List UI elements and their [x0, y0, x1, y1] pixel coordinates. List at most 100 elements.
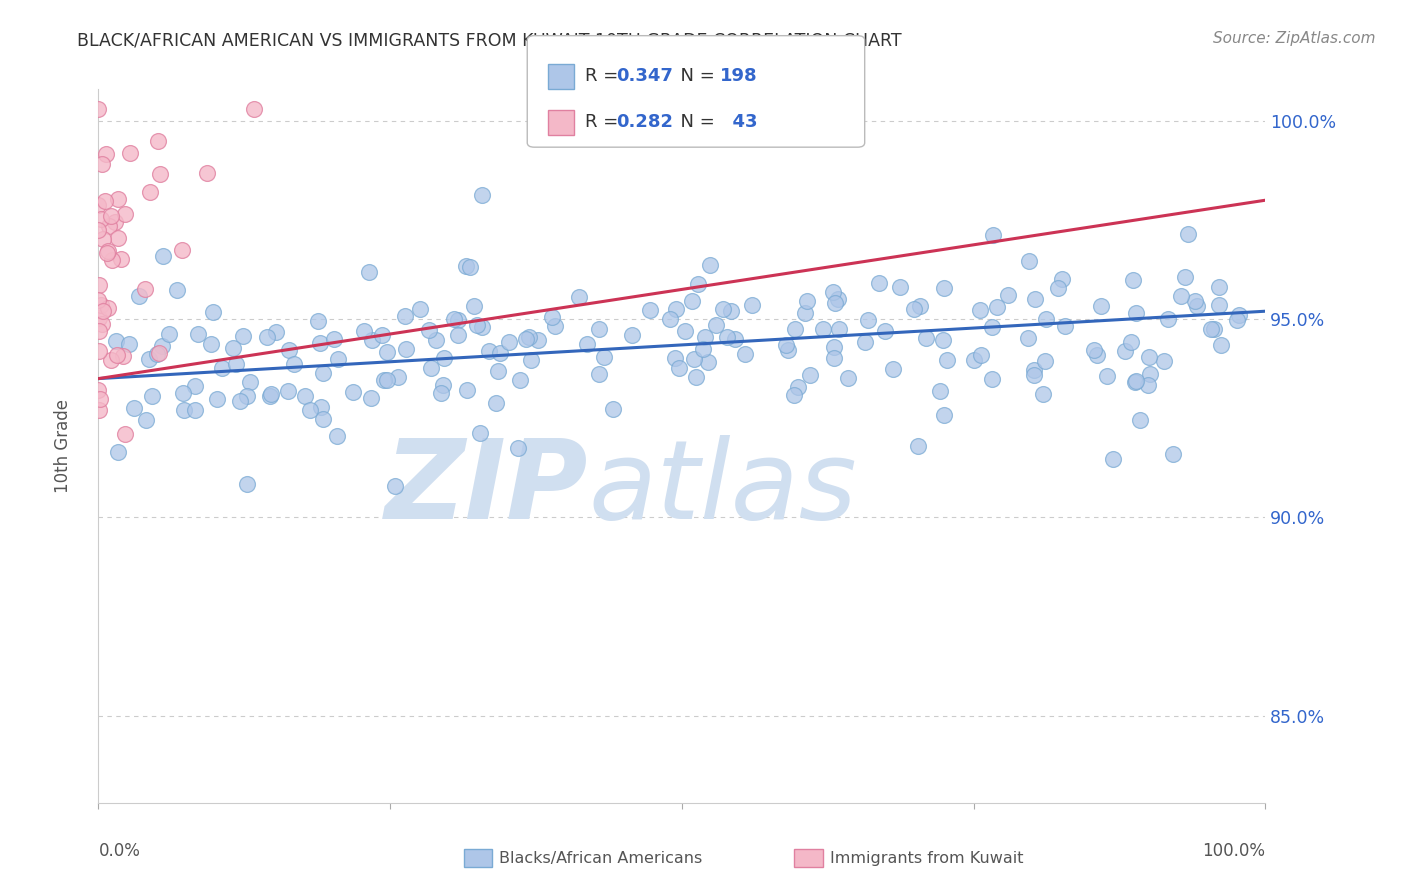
Point: [87, 293, 110, 308]
Point: [907, 439, 929, 453]
Point: [443, 312, 465, 326]
Point: [620, 327, 643, 342]
Point: [91, 157, 114, 171]
Point: [1137, 378, 1160, 392]
Point: [394, 310, 416, 324]
Point: [100, 352, 122, 367]
Point: [152, 249, 174, 263]
Point: [1227, 309, 1250, 323]
Point: [312, 366, 335, 380]
Point: [1022, 368, 1045, 383]
Point: [141, 389, 163, 403]
Point: [360, 333, 382, 347]
Point: [799, 368, 821, 382]
Point: [211, 360, 233, 375]
Point: [1095, 368, 1118, 383]
Point: [793, 306, 815, 320]
Point: [87, 311, 110, 326]
Point: [1163, 447, 1185, 461]
Point: [166, 284, 188, 298]
Point: [283, 357, 305, 371]
Point: [260, 387, 283, 401]
Point: [704, 318, 727, 333]
Point: [1024, 292, 1046, 306]
Point: [1102, 452, 1125, 467]
Point: [1211, 338, 1233, 352]
Point: [711, 301, 734, 316]
Point: [509, 374, 531, 388]
Point: [638, 303, 661, 318]
Point: [664, 351, 686, 365]
Text: BLACK/AFRICAN AMERICAN VS IMMIGRANTS FROM KUWAIT 10TH GRADE CORRELATION CHART: BLACK/AFRICAN AMERICAN VS IMMIGRANTS FRO…: [77, 31, 903, 49]
Point: [720, 303, 742, 318]
Point: [387, 369, 409, 384]
Point: [506, 441, 529, 455]
Point: [454, 259, 477, 273]
Point: [101, 252, 124, 267]
Point: [658, 312, 681, 326]
Point: [593, 351, 616, 365]
Point: [873, 324, 896, 338]
Point: [903, 302, 925, 317]
Point: [157, 326, 180, 341]
Point: [118, 337, 141, 351]
Point: [1083, 343, 1105, 357]
Point: [527, 333, 550, 347]
Point: [87, 343, 110, 358]
Point: [1050, 272, 1073, 286]
Point: [312, 411, 335, 425]
Point: [1153, 353, 1175, 368]
Text: 198: 198: [720, 67, 758, 85]
Point: [934, 408, 956, 422]
Point: [150, 339, 173, 353]
Point: [93, 232, 115, 246]
Point: [97, 301, 120, 315]
Point: [489, 345, 512, 359]
Point: [447, 327, 470, 342]
Point: [98, 219, 121, 233]
Point: [104, 215, 127, 229]
Point: [107, 231, 129, 245]
Point: [353, 324, 375, 338]
Point: [543, 319, 565, 334]
Point: [373, 373, 395, 387]
Point: [468, 425, 491, 440]
Point: [430, 385, 453, 400]
Point: [173, 403, 195, 417]
Point: [980, 372, 1002, 386]
Point: [87, 384, 110, 398]
Point: [105, 334, 128, 349]
Point: [775, 337, 797, 351]
Point: [200, 337, 222, 351]
Point: [576, 336, 599, 351]
Point: [148, 346, 170, 360]
Point: [827, 293, 849, 307]
Point: [135, 412, 157, 426]
Text: N =: N =: [669, 67, 721, 85]
Point: [447, 313, 470, 327]
Point: [588, 368, 610, 382]
Point: [823, 351, 845, 365]
Point: [692, 342, 714, 356]
Point: [519, 352, 541, 367]
Point: [823, 285, 845, 300]
Point: [693, 329, 716, 343]
Point: [1125, 306, 1147, 320]
Point: [256, 330, 278, 344]
Point: [517, 330, 540, 344]
Point: [932, 334, 955, 348]
Point: [716, 329, 738, 343]
Point: [1123, 375, 1146, 389]
Point: [205, 392, 228, 406]
Point: [100, 210, 122, 224]
Point: [602, 401, 624, 416]
Point: [1173, 269, 1195, 284]
Point: [264, 325, 287, 339]
Point: [1018, 254, 1040, 268]
Point: [360, 391, 382, 405]
Point: [184, 378, 207, 392]
Point: [145, 347, 167, 361]
Point: [128, 289, 150, 303]
Point: [107, 192, 129, 206]
Point: [828, 322, 851, 336]
